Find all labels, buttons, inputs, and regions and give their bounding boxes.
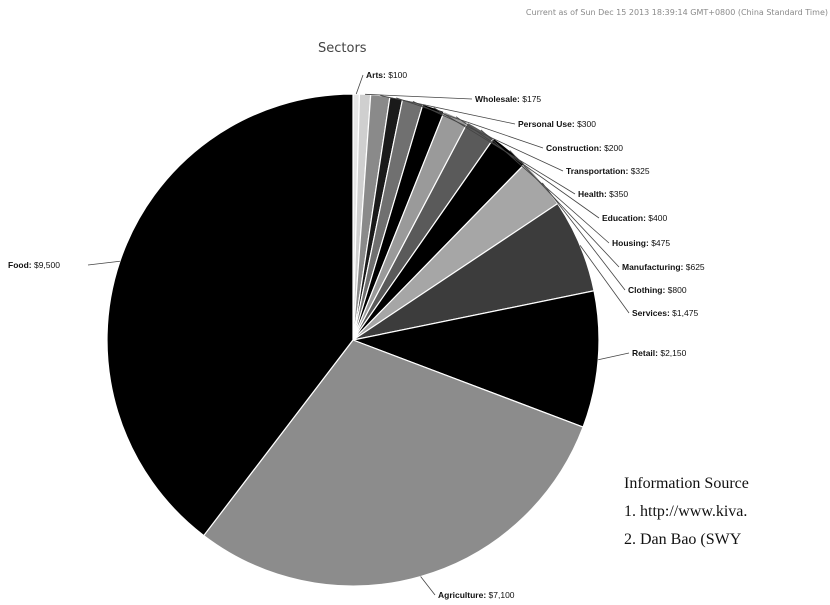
leader-line-arts (355, 74, 364, 95)
pie-slices (106, 93, 600, 587)
sources-heading: Information Source (624, 475, 749, 492)
slice-label-education: Education: $400 (602, 213, 667, 223)
slice-label-services: Services: $1,475 (632, 308, 698, 318)
leader-line-retail (598, 352, 630, 361)
slice-label-construction: Construction: $200 (546, 143, 623, 153)
slice-label-retail: Retail: $2,150 (632, 348, 687, 358)
timestamp: Current as of Sun Dec 15 2013 18:39:14 G… (525, 8, 828, 17)
information-sources: Information Source 1. http://www.kiva. 2… (624, 470, 749, 554)
pie-slice-food (106, 93, 354, 537)
source-item-1[interactable]: 1. http://www.kiva. (624, 503, 748, 520)
leader-line-wholesale (365, 93, 473, 100)
slice-label-housing: Housing: $475 (612, 238, 670, 248)
leader-line-construction (396, 97, 544, 149)
leader-line-clothing (541, 182, 626, 291)
slice-labels: Food: $9,500 Agriculture: $7,100 Retail: $… (8, 70, 705, 600)
leader-line-manufacturing (509, 150, 620, 268)
chart-title: Sectors (318, 41, 367, 56)
leader-line-food (87, 260, 120, 266)
slice-label-transportation: Transportation: $325 (566, 166, 650, 176)
leader-line-education (455, 116, 600, 219)
slice-label-wholesale: Wholesale: $175 (475, 94, 541, 104)
leader-line-services (579, 245, 630, 314)
slice-label-arts: Arts: $100 (366, 70, 407, 80)
slice-label-agriculture: Agriculture: $7,100 (438, 590, 515, 600)
slice-label-food: Food: $9,500 (8, 260, 60, 270)
source-item-2: 2. Dan Bao (SWY (624, 531, 742, 548)
slice-label-manufacturing: Manufacturing: $625 (622, 262, 705, 272)
pie-slice-retail (350, 290, 600, 428)
slice-label-clothing: Clothing: $800 (628, 285, 687, 295)
leader-lines (87, 74, 630, 596)
leader-line-agriculture (420, 576, 436, 596)
slice-label-health: Health: $350 (578, 189, 628, 199)
slice-label-personal-use: Personal Use: $300 (518, 119, 596, 129)
